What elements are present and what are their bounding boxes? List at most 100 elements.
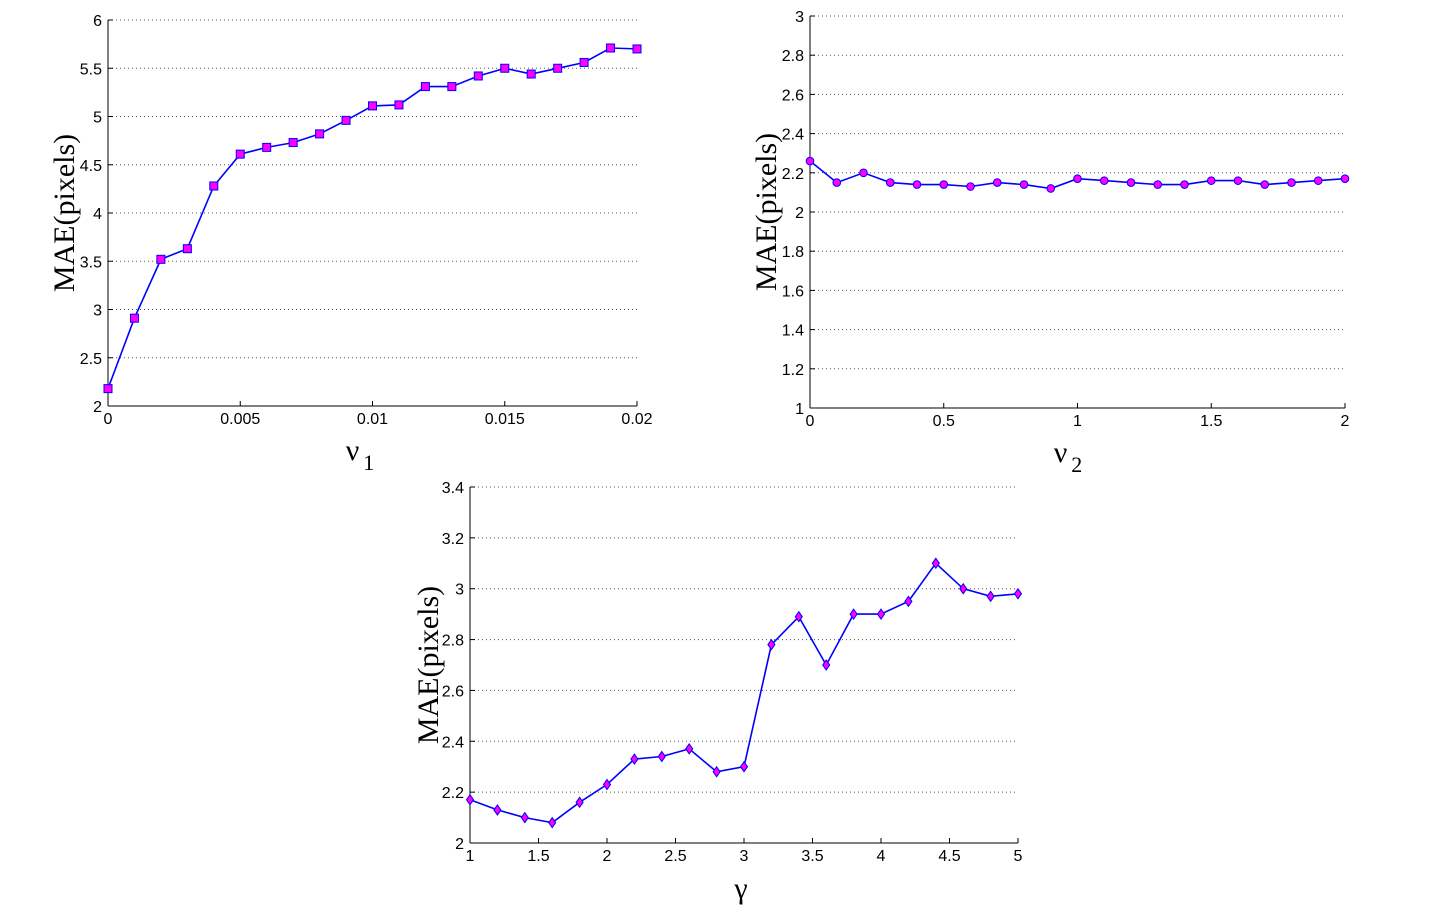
y-tick-label: 2.8 [442,633,464,650]
data-point [579,57,589,67]
x-tick-label: 0.015 [485,411,525,428]
y-tick-label: 3.5 [80,254,102,271]
y-tick-label: 2.6 [782,87,804,104]
data-point [805,156,815,166]
x-tick-label: 0 [806,413,815,430]
data-point [1013,587,1023,600]
data-point [500,63,510,73]
data-point [632,44,642,54]
data-point [1019,180,1029,189]
x-tick-label: 1.5 [527,848,549,865]
data-point [526,69,536,79]
y-tick-label: 5.5 [80,61,102,78]
data-point [1153,180,1163,189]
data-point [262,142,272,152]
y-tick-label: 2 [795,205,804,222]
y-tick-label: 1.4 [782,323,804,340]
data-point [912,180,922,189]
data-point [548,816,557,829]
data-point [473,71,483,81]
data-point [606,43,616,53]
x-tick-label: 3 [740,848,749,865]
data-point [156,254,166,264]
data-point [876,608,886,621]
data-point [904,595,913,608]
x-tick-label: 3.5 [801,848,823,865]
y-tick-label: 1.2 [782,362,804,379]
data-point [739,760,749,773]
y-axis-label: MAE(pixels) [48,134,81,292]
data-point [341,115,351,125]
y-tick-label: 2.2 [442,785,464,802]
y-tick-label: 1.6 [782,283,804,300]
y-tick-label: 5 [93,110,102,127]
data-point [394,100,404,110]
data-point [553,63,563,73]
data-point [602,778,612,791]
data-point [859,168,868,178]
y-tick-label: 3 [795,9,804,26]
data-point [493,804,502,816]
data-point [794,610,803,623]
y-tick-label: 1.8 [782,244,804,261]
data-point [1099,176,1109,185]
y-tick-label: 2.8 [782,48,804,65]
y-tick-label: 2.4 [442,734,464,751]
data-point [420,82,430,92]
x-tick-label: 0.005 [220,411,260,428]
y-axis-label: MAE(pixels) [412,586,445,744]
data-point [315,129,325,139]
x-tick-label: 0.5 [933,413,955,430]
y-tick-label: 3.4 [442,480,464,497]
data-point [959,582,968,595]
data-point [630,753,639,765]
y-axis-label: MAE(pixels) [750,133,783,291]
data-point [832,178,842,187]
data-point [712,765,721,778]
data-point [235,149,245,159]
data-point [931,557,940,570]
series-line [107,47,638,389]
x-tick-label: 4 [877,848,886,865]
data-point [1233,176,1243,185]
data-point [885,178,895,187]
x-tick-label: 1 [466,848,475,865]
y-tick-label: 3.2 [442,531,464,548]
data-point [1180,180,1189,189]
data-point [288,138,298,148]
data-point [129,313,139,323]
x-tick-label: 2.5 [664,848,686,865]
data-point [520,811,529,824]
y-tick-label: 2.5 [80,351,102,368]
y-tick-label: 1 [795,401,804,418]
y-tick-label: 2.6 [442,683,464,700]
data-point [966,182,975,191]
data-point [822,659,831,671]
data-point [1260,180,1270,189]
data-point [368,101,377,111]
data-point [685,743,694,755]
x-tick-label: 1 [1073,413,1082,430]
y-tick-label: 2.2 [782,166,804,183]
x-tick-label: 0 [104,411,113,428]
data-point [465,793,475,806]
x-tick-label: 5 [1014,848,1023,865]
data-point [209,181,219,191]
y-tick-label: 4.5 [80,158,102,175]
x-tick-label: 4.5 [938,848,960,865]
data-point [939,180,949,189]
data-point [447,82,457,92]
y-tick-label: 2 [93,399,102,416]
data-point [1287,178,1296,187]
data-point [849,608,858,621]
x-tick-label: 2 [603,848,612,865]
chart-mae-vs-nu2: 1 1.2 1.4 1.6 1.8 2 2.2 2.4 2.6 2.8 3 0 0.5 1 1.5 2 MAE(… [750,9,1350,477]
data-point [1073,174,1082,183]
data-point [767,638,776,651]
data-point [1046,184,1056,193]
y-tick-label: 3 [93,303,102,320]
x-axis-label: γ [733,872,747,905]
y-tick-label: 2.4 [782,127,804,144]
data-point [103,384,113,394]
